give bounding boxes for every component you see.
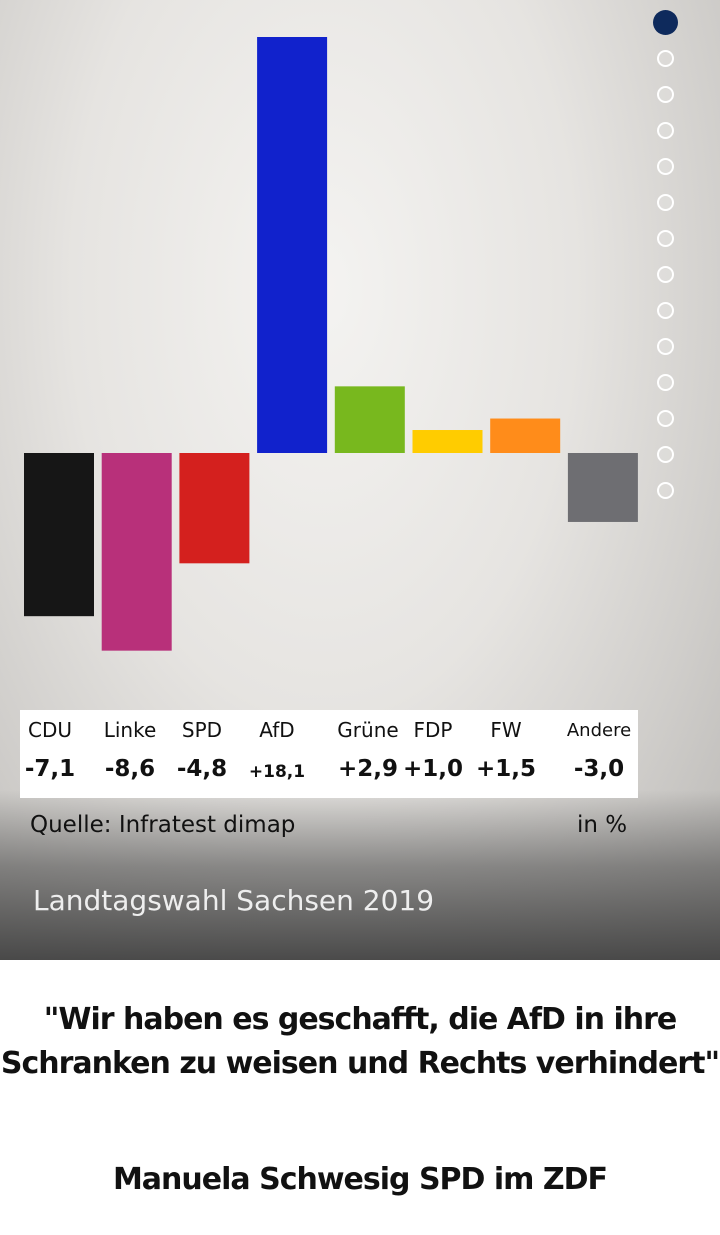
bottom-shade (0, 790, 720, 960)
value-label-linke: -8,6 (104, 756, 156, 782)
quote-text: "Wir haben es geschafft, die AfD in ihre… (0, 998, 720, 1086)
page-dot[interactable] (656, 50, 674, 67)
bar-linke (101, 453, 172, 651)
party-label-cdu: CDU (27, 718, 73, 742)
bar-andere (567, 453, 638, 522)
value-label-grüne: +2,9 (337, 756, 399, 782)
page-dot[interactable] (656, 302, 674, 319)
bar-spd (179, 453, 250, 564)
party-label-table: CDU -7,1 Linke -8,6 SPD -4,8 AfD +18,1 Grüne +2,9… (20, 710, 638, 798)
bar-chart (24, 37, 638, 651)
bar-fdp (412, 430, 483, 453)
quote-line-1: "Wir haben es geschafft, die AfD in ihre (43, 1002, 678, 1037)
page-dot[interactable] (656, 86, 674, 103)
page-dot[interactable] (656, 230, 674, 247)
value-label-afd: +18,1 (248, 762, 306, 782)
chart-graphic: CDU -7,1 Linke -8,6 SPD -4,8 AfD +18,1 Grüne +2,9… (0, 0, 720, 960)
party-label-linke: Linke (103, 718, 157, 742)
quote-line-2: Schranken zu weisen und Rechts verhinder… (0, 1046, 720, 1081)
bar-grüne (334, 386, 405, 453)
bar-cdu (24, 453, 94, 617)
page-dot[interactable] (656, 194, 674, 211)
party-label-fw: FW (490, 718, 522, 742)
page-dot[interactable] (656, 122, 674, 139)
party-label-spd: SPD (181, 718, 223, 742)
page-dot[interactable] (656, 158, 674, 175)
chart-source: Quelle: Infratest dimap (30, 812, 296, 838)
value-label-fw: +1,5 (475, 756, 537, 782)
page-dot[interactable] (656, 374, 674, 391)
value-label-andere: -3,0 (573, 756, 625, 782)
page-dot[interactable] (656, 410, 674, 427)
page-dot[interactable] (656, 482, 674, 499)
quote-attribution: Manuela Schwesig SPD im ZDF (112, 1162, 608, 1197)
pagination-dots[interactable] (652, 10, 678, 518)
party-label-fdp: FDP (413, 718, 453, 742)
party-label-andere: Andere (566, 720, 632, 741)
value-label-spd: -4,8 (176, 756, 228, 782)
page-dot-active[interactable] (652, 10, 678, 35)
page-dot[interactable] (656, 266, 674, 283)
bar-afd (257, 37, 328, 453)
page-dot[interactable] (656, 338, 674, 355)
value-label-cdu: -7,1 (24, 756, 76, 782)
page-dot[interactable] (656, 446, 674, 463)
value-label-fdp: +1,0 (402, 756, 464, 782)
bar-fw (490, 418, 561, 453)
chart-unit: in % (577, 812, 628, 838)
chart-title: Landtagswahl Sachsen 2019 (33, 884, 435, 917)
party-label-afd: AfD (259, 718, 295, 742)
party-label-grüne: Grüne (337, 718, 399, 742)
